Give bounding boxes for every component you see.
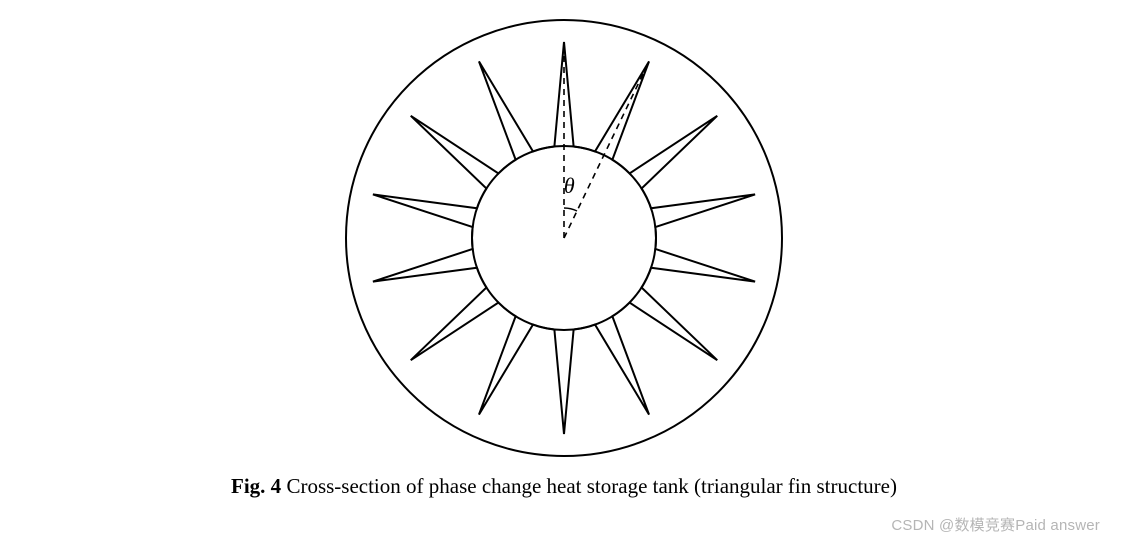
watermark-text: CSDN @数模竞赛Paid answer (891, 514, 1100, 535)
figure-label: Fig. 4 (231, 474, 281, 498)
theta-label: θ (564, 173, 575, 198)
cross-section-diagram: θ (324, 8, 804, 468)
figure-container: θ Fig. 4 Cross-section of phase change h… (0, 0, 1128, 541)
diagram-svg-holder: θ (324, 8, 804, 468)
figure-caption: Fig. 4 Cross-section of phase change hea… (231, 474, 897, 499)
figure-caption-text: Cross-section of phase change heat stora… (286, 474, 897, 498)
